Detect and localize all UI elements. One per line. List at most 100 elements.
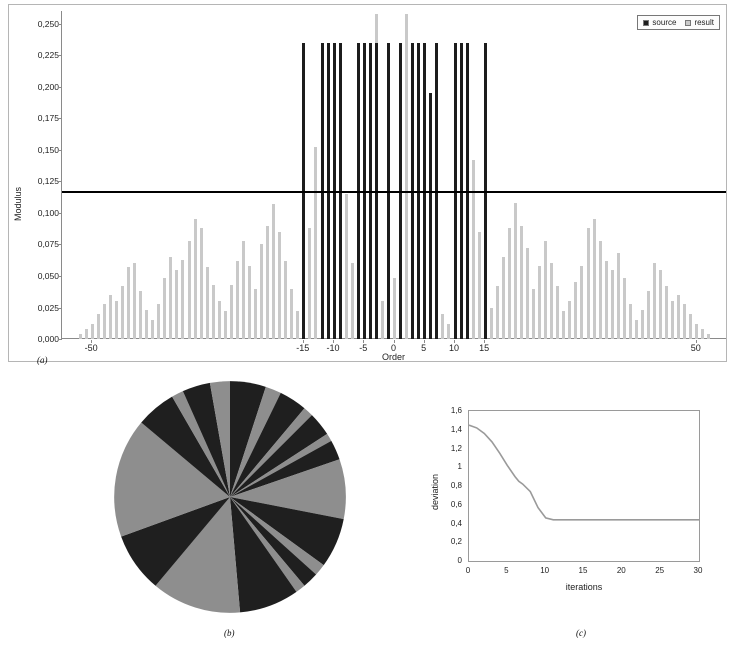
deviation-line	[469, 424, 699, 521]
bar-result	[640, 310, 644, 339]
bar-source	[465, 42, 469, 339]
x-axis-tick-labels: 0 5 10 15 20 25 30	[466, 566, 703, 578]
pie-slice-dark	[230, 497, 344, 566]
bar-result	[592, 219, 596, 339]
y-tick-label: 1,6	[450, 406, 462, 415]
x-tick-mark	[695, 340, 697, 343]
bar-result	[187, 240, 191, 339]
bar-source	[453, 42, 457, 339]
bar-result	[308, 228, 312, 339]
pie-slice-gray	[114, 422, 230, 537]
bar-result	[477, 231, 481, 339]
y-tick-mark	[58, 23, 62, 25]
bar-result	[175, 269, 179, 339]
bar-result	[344, 193, 348, 339]
bar-source	[417, 42, 421, 339]
pie-slice-dark	[230, 497, 317, 586]
pie-slice-dark	[230, 497, 297, 613]
y-tick-mark	[58, 307, 62, 309]
y-axis-tick-labels: 0 0,2 0,4 0,6 0,8 1 1,2 1,4 1,6	[436, 406, 464, 565]
bar-result	[598, 240, 602, 339]
panel-b-label: (b)	[224, 628, 235, 638]
bar-result	[181, 259, 185, 339]
y-tick-label: 1,4	[450, 424, 462, 434]
bar-source	[338, 42, 342, 339]
modulus-bar-chart-panel: Modulus 0,000 0,025 0,050 0,075 0,100 0,125 0,…	[8, 4, 727, 362]
bar-result	[665, 286, 668, 339]
bar-result	[447, 323, 451, 339]
deviation-line-chart-panel: deviation 0 0,2 0,4 0,6 0,8 1 1,2 1,4 1,6 0 5 10 15…	[428, 398, 726, 603]
y-tick-label: 0,250	[37, 18, 59, 29]
x-axis-label: Order	[381, 352, 405, 362]
x-tick-label: 15	[479, 343, 490, 353]
bar-result	[121, 286, 124, 339]
line-plot-area	[468, 410, 700, 562]
source-swatch	[643, 19, 650, 26]
bar-result	[526, 248, 529, 339]
bar-result	[622, 278, 626, 339]
bar-source	[374, 42, 378, 339]
pie-slice-dark	[230, 381, 266, 497]
pie-slice-gray	[230, 408, 312, 497]
pie-slice-dark	[230, 415, 328, 497]
x-axis-label: iterations	[565, 582, 603, 592]
bar-result	[241, 240, 245, 339]
bar-result	[653, 263, 656, 339]
bar-result	[211, 284, 215, 339]
bar-result	[441, 313, 445, 339]
result-swatch	[685, 19, 692, 26]
legend-item-result: result	[685, 18, 714, 27]
x-tick-label: 10	[448, 343, 459, 353]
x-tick-mark	[363, 340, 365, 343]
pie-slice-dark	[182, 382, 230, 497]
legend-item-source: source	[643, 18, 676, 27]
y-tick-mark	[58, 181, 62, 183]
bar-result	[538, 265, 542, 339]
x-tick-label: 5	[421, 343, 427, 353]
y-tick-mark	[58, 244, 62, 246]
bar-plot-area: source result	[58, 11, 726, 340]
bar-source	[368, 42, 372, 339]
bar-source	[320, 42, 324, 339]
bar-source	[483, 42, 487, 339]
bar-result	[568, 301, 572, 339]
bar-result	[151, 320, 155, 339]
y-axis-tick-labels: 0,000 0,025 0,050 0,075 0,100 0,125 0,150 0,175…	[23, 11, 59, 344]
pie-slice-gray	[230, 497, 305, 592]
x-tick-label: 25	[655, 566, 665, 575]
bar-result	[580, 265, 584, 339]
bar-result	[205, 267, 209, 339]
pie-slice-gray	[230, 459, 346, 520]
bar-result	[677, 294, 681, 339]
bar-result	[169, 257, 173, 339]
bar-result	[707, 334, 711, 339]
x-tick-label: 30	[693, 566, 703, 575]
bar-source	[429, 93, 433, 339]
bar-result	[544, 240, 548, 339]
bar-result	[278, 231, 282, 339]
bar-source	[423, 42, 427, 339]
bar-result	[689, 313, 693, 339]
bar-result	[114, 301, 118, 339]
bar-result	[139, 291, 143, 339]
pie-slice-gray	[172, 391, 230, 497]
legend-label-result: result	[694, 18, 714, 27]
bar-source	[387, 42, 390, 339]
pie-slice-dark	[230, 392, 305, 497]
x-tick-label: 50	[690, 343, 701, 353]
bar-result	[405, 13, 409, 339]
bar-result	[254, 288, 257, 339]
pie-slice-gray	[155, 497, 241, 613]
x-axis-tick-labels: -50 -15 -10 -5 0 5 10 15 50	[61, 340, 726, 354]
bar-result	[646, 291, 650, 339]
x-tick-mark	[393, 340, 395, 343]
bar-result	[507, 228, 511, 339]
bar-result	[247, 265, 251, 339]
bar-source	[459, 42, 463, 339]
y-tick-label: 0,4	[450, 518, 462, 528]
legend: source result	[637, 15, 720, 30]
bar-result	[671, 301, 675, 339]
pie-slice-gray	[230, 433, 332, 497]
bar-result	[532, 288, 535, 339]
bar-result	[193, 219, 197, 339]
